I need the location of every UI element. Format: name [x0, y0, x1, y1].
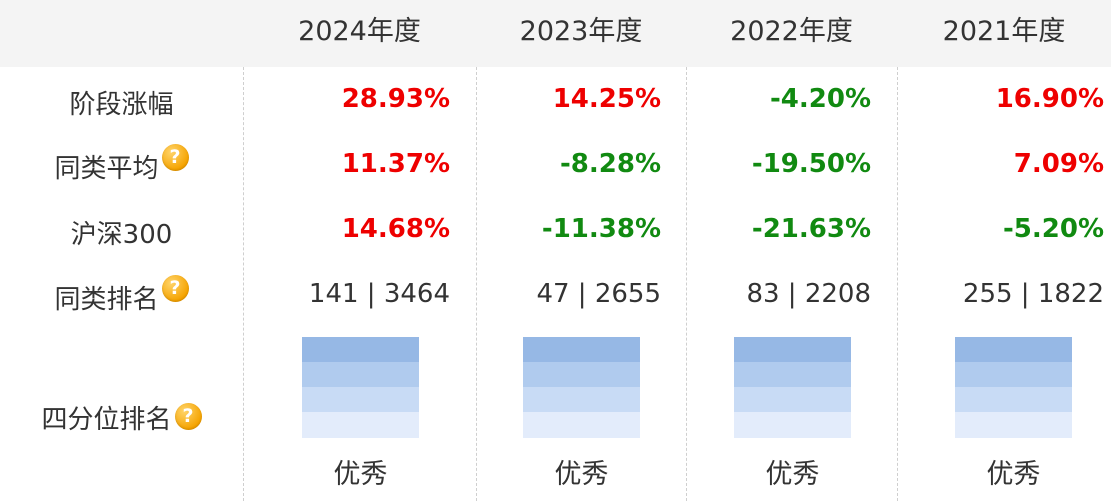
column-divider: [476, 67, 477, 501]
quartile-band: [734, 412, 851, 438]
csi300-2024: 14.68%: [341, 214, 450, 244]
table-header: 2024年度 2023年度 2022年度 2021年度: [0, 0, 1111, 67]
help-icon[interactable]: ?: [161, 144, 189, 171]
row-label-csi300: 沪深300: [0, 214, 243, 251]
quartile-band: [955, 337, 1072, 362]
row-label-text: 同类平均: [54, 154, 159, 184]
quartile-band: [302, 362, 419, 387]
column-divider: [897, 67, 898, 501]
quartile-band: [523, 412, 640, 438]
quartile-bar-2024: [302, 337, 419, 438]
quartile-band: [734, 337, 851, 362]
year-header-2024: 2024年度: [298, 16, 421, 47]
peer-average-2022: -19.50%: [751, 149, 871, 179]
year-header-2022: 2022年度: [730, 16, 853, 47]
csi300-2022: -21.63%: [751, 214, 871, 244]
peer-rank-2024: 141 | 3464: [308, 279, 450, 309]
quartile-band: [523, 362, 640, 387]
quartile-band: [523, 337, 640, 362]
quartile-label-2023: 优秀: [554, 459, 609, 490]
stage-return-2024: 28.93%: [341, 84, 450, 114]
stage-return-2022: -4.20%: [770, 84, 871, 114]
quartile-band: [302, 337, 419, 362]
quartile-band: [734, 362, 851, 387]
row-label-text: 四分位排名: [41, 405, 172, 435]
quartile-band: [955, 412, 1072, 438]
row-label-peer-rank: 同类排名?: [0, 275, 243, 316]
quartile-band: [302, 387, 419, 412]
year-header-2023: 2023年度: [519, 16, 643, 47]
csi300-2023: -11.38%: [541, 214, 661, 244]
row-label-text: 同类排名: [54, 285, 159, 315]
quartile-label-2022: 优秀: [765, 459, 820, 490]
quartile-band: [955, 387, 1072, 412]
peer-average-2021: 7.09%: [1013, 149, 1104, 179]
quartile-label-2021: 优秀: [986, 459, 1041, 490]
row-label-stage-return: 阶段涨幅: [0, 84, 243, 121]
quartile-band: [955, 362, 1072, 387]
stage-return-2021: 16.90%: [995, 84, 1104, 114]
peer-rank-2022: 83 | 2208: [746, 279, 871, 309]
help-icon[interactable]: ?: [174, 403, 202, 430]
help-icon[interactable]: ?: [161, 275, 189, 302]
peer-rank-2021: 255 | 1822: [962, 279, 1104, 309]
row-label-text: 阶段涨幅: [69, 90, 174, 120]
peer-average-2023: -8.28%: [560, 149, 661, 179]
quartile-band: [302, 412, 419, 438]
quartile-bar-2023: [523, 337, 640, 438]
peer-average-2024: 11.37%: [341, 149, 450, 179]
quartile-bar-2021: [955, 337, 1072, 438]
row-label-text: 沪深300: [70, 220, 173, 250]
column-divider: [243, 67, 244, 501]
quartile-band: [523, 387, 640, 412]
quartile-bar-2022: [734, 337, 851, 438]
csi300-2021: -5.20%: [1003, 214, 1104, 244]
stage-return-2023: 14.25%: [552, 84, 661, 114]
quartile-label-2024: 优秀: [333, 459, 388, 490]
row-label-peer-average: 同类平均?: [0, 144, 243, 185]
peer-rank-2023: 47 | 2655: [536, 279, 661, 309]
column-divider: [686, 67, 687, 501]
row-label-quartile-rank: 四分位排名?: [0, 399, 243, 436]
year-header-2021: 2021年度: [942, 16, 1066, 47]
quartile-band: [734, 387, 851, 412]
